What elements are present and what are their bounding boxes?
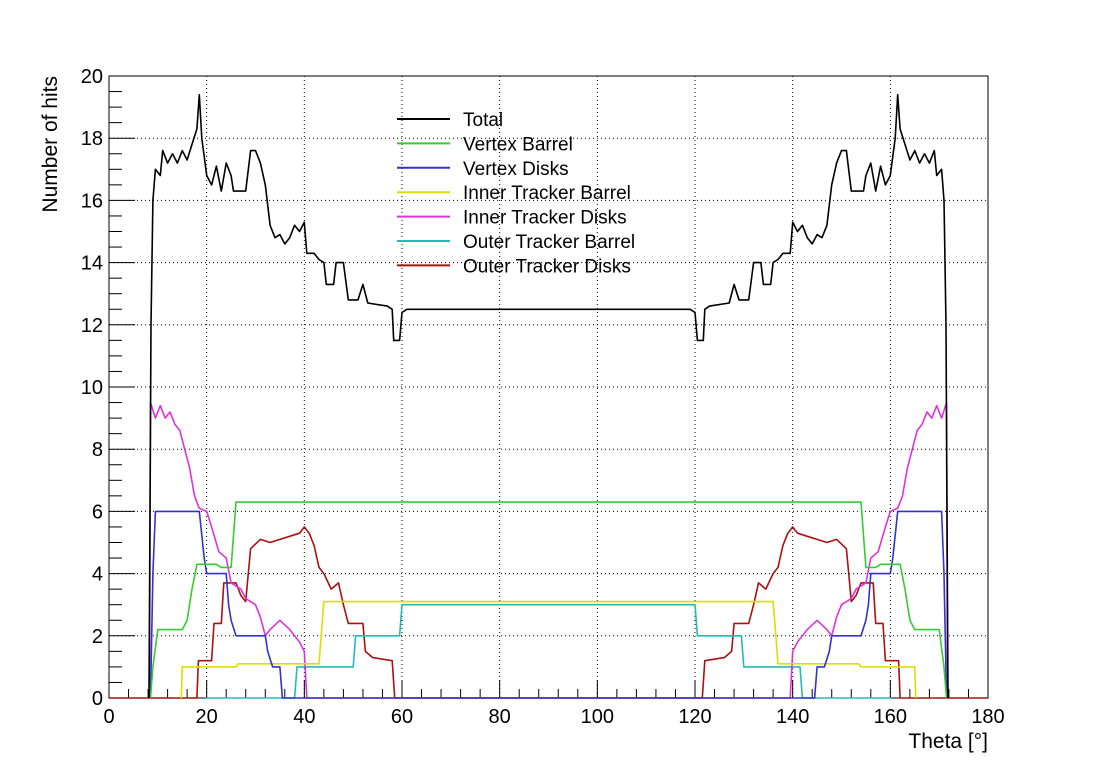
y-tick-label: 8 xyxy=(92,439,103,461)
x-tick-label: 60 xyxy=(391,706,413,728)
legend-label-vertex-barrel: Vertex Barrel xyxy=(463,134,573,155)
series-line-vertex-disks xyxy=(149,510,948,699)
y-tick-label: 0 xyxy=(92,688,103,710)
legend-label-outer-tracker-disks: Outer Tracker Disks xyxy=(463,256,631,277)
x-tick-label: 160 xyxy=(874,706,907,728)
x-tick-label: 180 xyxy=(971,706,1004,728)
series-line-total xyxy=(148,93,949,699)
legend-label-inner-tracker-disks: Inner Tracker Disks xyxy=(463,208,627,229)
y-tick-label: 18 xyxy=(81,128,103,150)
legend-label-outer-tracker-barrel: Outer Tracker Barrel xyxy=(463,232,635,253)
legend-label-total: Total xyxy=(463,110,503,131)
y-tick-label: 12 xyxy=(81,315,103,337)
x-tick-label: 40 xyxy=(293,706,315,728)
x-tick-label: 120 xyxy=(678,706,711,728)
y-tick-label: 6 xyxy=(92,501,103,523)
x-tick-label: 80 xyxy=(489,706,511,728)
legend-label-inner-tracker-barrel: Inner Tracker Barrel xyxy=(463,183,631,204)
series-lines xyxy=(109,93,988,699)
series-line-vertex-barrel xyxy=(149,501,948,699)
y-tick-label: 16 xyxy=(81,190,103,212)
legend-label-vertex-disks: Vertex Disks xyxy=(463,159,569,180)
series-line-outer-tracker-disks xyxy=(109,526,988,699)
y-tick-label: 2 xyxy=(92,626,103,648)
x-tick-label: 0 xyxy=(103,706,114,728)
axis-ticks xyxy=(108,75,989,699)
x-tick-label: 100 xyxy=(581,706,614,728)
y-axis-title: Number of hits xyxy=(39,76,62,213)
series-line-inner-tracker-barrel xyxy=(180,600,917,699)
x-axis-title: Theta [°] xyxy=(908,730,988,753)
x-tick-label: 20 xyxy=(196,706,218,728)
y-tick-labels: 0 2 4 6 8 10 12 14 16 18 20 xyxy=(81,66,103,710)
x-tick-label: 140 xyxy=(776,706,809,728)
y-tick-label: 20 xyxy=(81,66,103,88)
y-tick-label: 10 xyxy=(81,377,103,399)
y-tick-label: 4 xyxy=(92,564,103,586)
legend: Total Vertex Barrel Vertex Disks Inner Trac… xyxy=(397,110,635,277)
series-line-outer-tracker-barrel xyxy=(205,603,892,699)
y-tick-label: 14 xyxy=(81,253,103,275)
x-tick-labels: 0 20 40 60 80 100 120 140 160 180 xyxy=(103,706,1004,728)
